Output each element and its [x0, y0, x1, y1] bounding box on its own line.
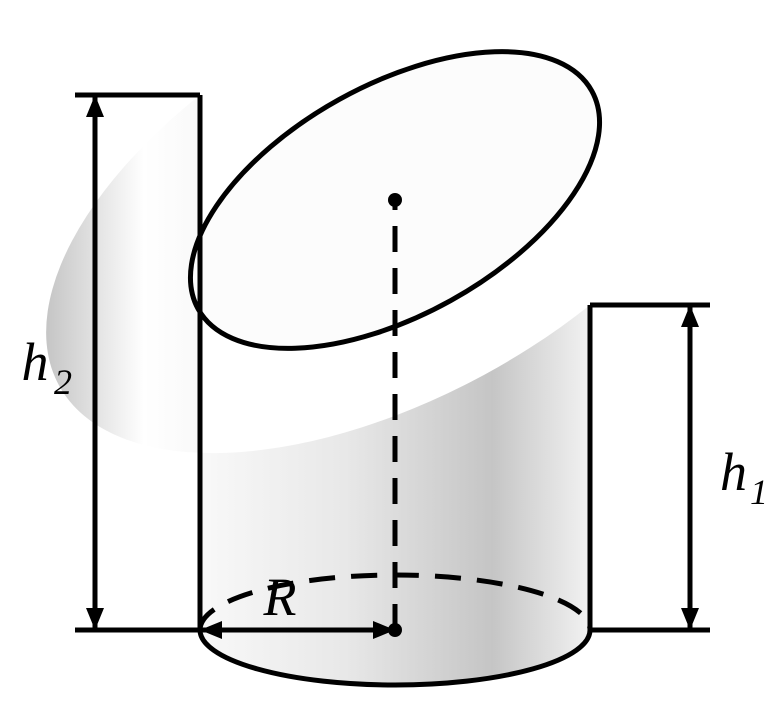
arrowhead-icon: [681, 305, 699, 327]
h2-subscript: 2: [54, 362, 72, 402]
arrowhead-icon: [86, 95, 104, 117]
top-center-point: [388, 193, 402, 207]
arrowhead-icon: [86, 608, 104, 630]
radius-label: R: [263, 567, 297, 627]
arrowhead-icon: [681, 608, 699, 630]
h1-label: h: [720, 442, 747, 502]
h2-label: h: [22, 332, 49, 392]
h1-subscript: 1: [750, 472, 766, 512]
